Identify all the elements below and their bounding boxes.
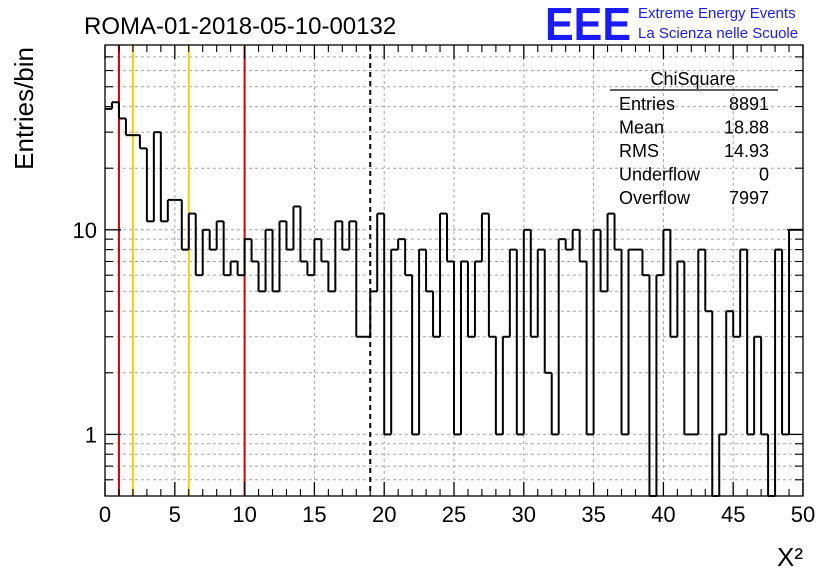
x-tick-label: 15 [302, 502, 326, 527]
y-tick-label: 10 [73, 218, 97, 243]
x-tick-label: 40 [651, 502, 675, 527]
stats-value: 0 [759, 165, 769, 185]
x-tick-label: 10 [232, 502, 256, 527]
axis-ticks: 0 5 10 15 20 25 30 35 40 45 50 1 10 [73, 45, 815, 527]
stats-label: Entries [619, 94, 675, 114]
x-tick-label: 50 [791, 502, 815, 527]
x-tick-label: 5 [169, 502, 181, 527]
eee-logo: EEE Extreme Energy Events La Scienza nel… [545, 0, 798, 50]
x-tick-label: 20 [372, 502, 396, 527]
stats-name: ChiSquare [650, 69, 735, 89]
histogram-bins [105, 101, 803, 497]
chart-title: ROMA-01-2018-05-10-00132 [84, 13, 396, 40]
x-tick-label: 35 [581, 502, 605, 527]
stats-label: Mean [619, 118, 664, 138]
x-tick-label: 30 [512, 502, 536, 527]
stats-value: 14.93 [724, 141, 769, 161]
stats-label: RMS [619, 141, 659, 161]
stats-label: Overflow [619, 188, 691, 208]
logo-line1: Extreme Energy Events [638, 5, 796, 22]
logo-mark: EEE [545, 0, 631, 50]
y-tick-label: 1 [85, 422, 97, 447]
x-tick-label: 25 [442, 502, 466, 527]
stats-value: 7997 [729, 188, 769, 208]
stats-label: Underflow [619, 165, 701, 185]
logo-line2: La Scienza nelle Scuole [638, 25, 798, 42]
x-axis-label: X² [777, 542, 803, 572]
stats-value: 18.88 [724, 118, 769, 138]
stats-value: 8891 [729, 94, 769, 114]
y-axis-label: Entries/bin [9, 47, 39, 170]
stats-box: ChiSquare Entries 8891 Mean 18.88 RMS 14.93 Un… [610, 69, 778, 208]
x-tick-label: 45 [721, 502, 745, 527]
x-tick-label: 0 [99, 502, 111, 527]
marker-lines [117, 45, 372, 496]
